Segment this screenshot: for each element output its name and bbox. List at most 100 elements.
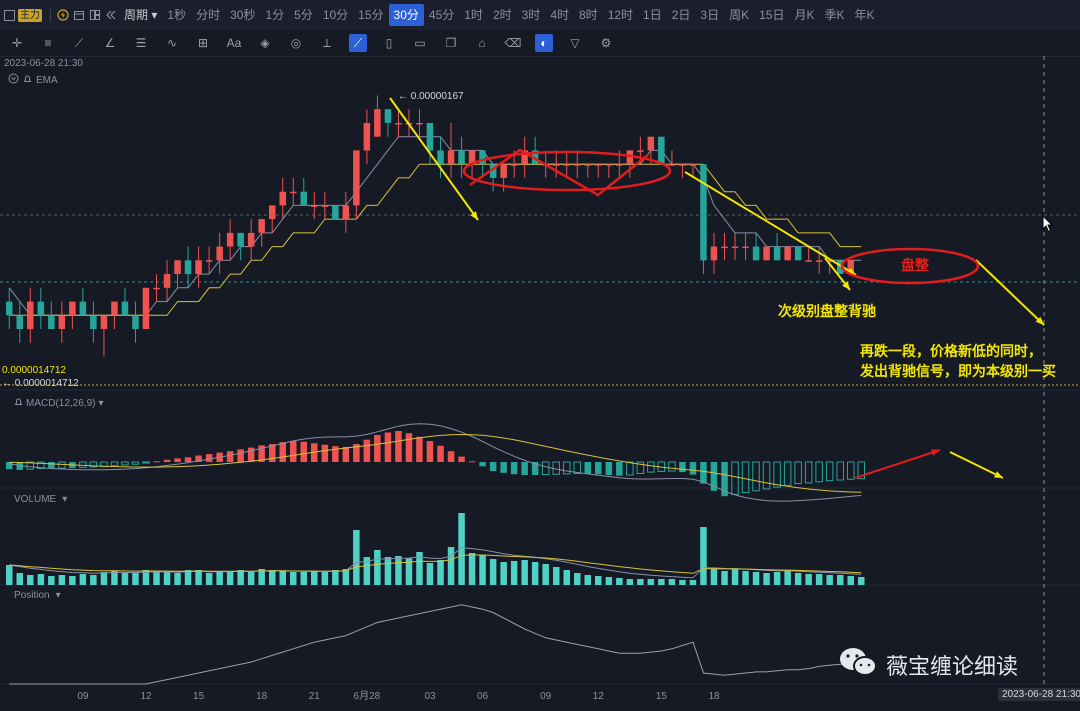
- period-option[interactable]: 1时: [464, 8, 483, 22]
- period-option[interactable]: 季K: [824, 8, 845, 22]
- volume-bar: [384, 557, 392, 585]
- period-option[interactable]: 2时: [492, 8, 512, 22]
- dropdown-caret-icon[interactable]: ▾: [98, 398, 104, 409]
- trash-icon[interactable]: ⌫: [504, 36, 522, 50]
- macd-bar: [163, 459, 171, 462]
- fib-icon[interactable]: ◈: [260, 36, 270, 50]
- volume-panel-header[interactable]: VOLUME ▾: [14, 494, 67, 505]
- volume-bar: [100, 572, 108, 585]
- period-option[interactable]: 12时: [607, 8, 634, 22]
- period-option[interactable]: 5分: [294, 8, 313, 22]
- axis-layer: 09 12 15 18 21 6月28 03 06 09 12 15 18: [77, 690, 720, 702]
- macd-bar: [563, 461, 571, 475]
- volume-bar: [247, 572, 255, 585]
- period-option[interactable]: 1秒: [167, 8, 187, 22]
- volume-bar: [500, 562, 507, 585]
- candle-body: [342, 205, 350, 220]
- candle-body: [742, 246, 749, 249]
- candle-body: [363, 123, 371, 151]
- macd-bar: [825, 461, 834, 482]
- volume-bar: [132, 573, 139, 585]
- period-dropdown[interactable]: 周期 ▾: [124, 8, 158, 22]
- pattern-icon[interactable]: ◎: [290, 36, 302, 50]
- period-option[interactable]: 年K: [854, 8, 875, 22]
- note-icon[interactable]: ▭: [414, 36, 426, 50]
- copy-icon[interactable]: ❐: [445, 36, 457, 50]
- main-force-toggle[interactable]: 主力: [0, 8, 46, 22]
- x-axis-tick-label: 06: [477, 691, 489, 702]
- period-option[interactable]: 8时: [579, 8, 598, 22]
- candle-body: [416, 123, 423, 125]
- bell-icon[interactable]: [23, 74, 32, 87]
- down-arrow-4-head: [1035, 316, 1044, 325]
- period-option[interactable]: 1分: [265, 8, 285, 22]
- period-option[interactable]: 月K: [794, 8, 815, 22]
- macd-bar: [363, 439, 371, 462]
- crosshair-icon[interactable]: ✛: [11, 36, 23, 50]
- shapes-icon[interactable]: ▯: [385, 36, 393, 50]
- ruler-icon[interactable]: ⟂: [322, 35, 331, 50]
- x-axis-tick-label: 15: [193, 691, 205, 702]
- lightning-icon[interactable]: [55, 7, 71, 23]
- wave-icon[interactable]: ∿: [166, 36, 178, 50]
- volume-bar: [668, 579, 676, 585]
- period-option[interactable]: 15分: [358, 8, 384, 22]
- volume-bar: [79, 574, 87, 585]
- collapse-icon[interactable]: [8, 73, 19, 87]
- macd-panel-header[interactable]: MACD(12,26,9) ▾: [14, 397, 104, 410]
- period-option[interactable]: 3时: [521, 8, 541, 22]
- candle-body: [805, 260, 812, 262]
- period-option[interactable]: 周K: [729, 8, 750, 22]
- volume-bar: [510, 561, 518, 585]
- horizontal-line-icon[interactable]: ≡: [44, 36, 52, 50]
- position-panel-header[interactable]: Position ▾: [14, 590, 61, 601]
- period-option[interactable]: 1日: [643, 8, 662, 22]
- period-option[interactable]: 15日: [759, 8, 785, 22]
- mouse-cursor-icon: [1042, 214, 1054, 238]
- bell-icon[interactable]: [14, 397, 23, 410]
- macd-bar: [258, 445, 265, 462]
- period-option[interactable]: 分时: [196, 8, 221, 22]
- rewind-icon[interactable]: [103, 7, 119, 23]
- lock-icon[interactable]: ⌂: [478, 36, 486, 50]
- period-option[interactable]: 3日: [700, 8, 720, 22]
- macd-bar: [541, 461, 550, 476]
- volume-bar: [605, 577, 613, 585]
- macd-layer: [6, 423, 865, 502]
- macd-bar: [226, 451, 234, 462]
- dropdown-caret-icon[interactable]: ▾: [62, 494, 68, 505]
- x-axis-tick-label: 18: [708, 691, 720, 702]
- text-icon[interactable]: Aa: [226, 36, 242, 50]
- candle-body: [121, 301, 129, 316]
- trend-line-icon[interactable]: ⟋: [74, 35, 84, 50]
- settings-icon[interactable]: ⚙: [600, 36, 612, 50]
- volume-bar: [269, 570, 276, 585]
- magnet-icon[interactable]: ◐: [535, 34, 553, 52]
- period-option[interactable]: 2日: [671, 8, 691, 22]
- angle-icon[interactable]: ∠: [104, 36, 116, 50]
- filter-icon[interactable]: ▽: [570, 36, 580, 50]
- measure-icon[interactable]: ⊞: [197, 36, 209, 50]
- x-axis-tick-label: 18: [256, 691, 268, 702]
- period-option[interactable]: 4时: [550, 8, 569, 22]
- volume-bar: [731, 569, 739, 585]
- period-option[interactable]: 45分: [428, 8, 455, 22]
- ema-indicator-row[interactable]: EMA: [8, 73, 58, 87]
- layout-grid-icon[interactable]: [87, 7, 103, 23]
- candle-body: [468, 150, 476, 165]
- macd-bar: [479, 462, 486, 467]
- channel-icon[interactable]: ☰: [135, 36, 147, 50]
- brush-icon[interactable]: ⟋: [349, 34, 367, 52]
- calendar-icon[interactable]: [71, 7, 87, 23]
- candle-body: [773, 246, 781, 261]
- period-option[interactable]: 10分: [322, 8, 349, 22]
- ema-layer: [8, 136, 862, 316]
- checkbox-icon[interactable]: [4, 9, 15, 21]
- dropdown-caret-icon[interactable]: ▾: [55, 590, 61, 601]
- macd-bar: [647, 461, 655, 473]
- period-option[interactable]: 30分: [388, 4, 424, 26]
- period-option[interactable]: 30秒: [230, 8, 256, 22]
- ema-short-line: [8, 136, 862, 316]
- volume-bar: [689, 580, 697, 585]
